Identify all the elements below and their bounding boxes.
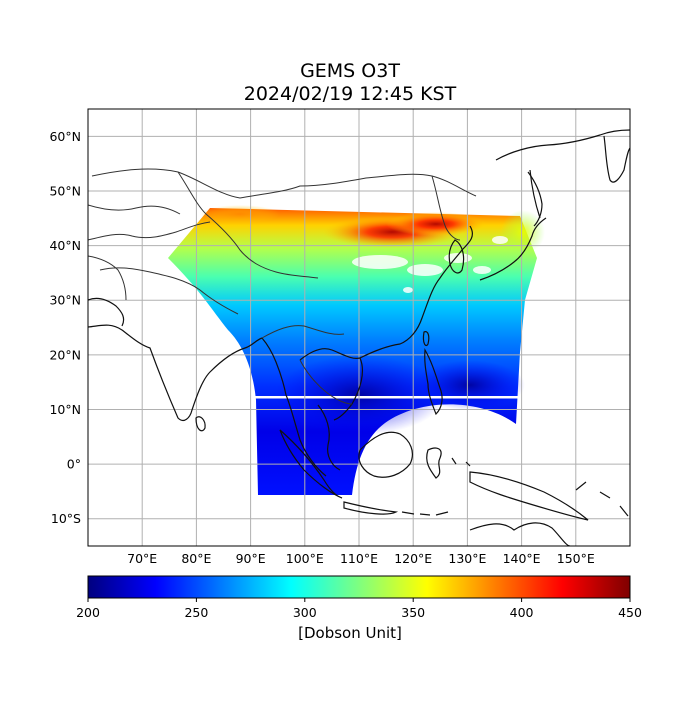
map-title: GEMS O3T [300, 60, 400, 82]
country-borders [88, 168, 477, 405]
colorbar-tick-label: 300 [293, 605, 317, 620]
colorbar-tick-label: 450 [618, 605, 642, 620]
colorbar-tick-label: 200 [76, 605, 100, 620]
longitude-label: 140°E [503, 551, 541, 566]
longitude-label: 150°E [557, 551, 595, 566]
longitude-label: 110°E [340, 551, 378, 566]
map-border [87, 108, 631, 547]
latitude-label: 50°N [49, 183, 81, 198]
latitude-label: 0° [67, 457, 81, 472]
latitude-label: 20°N [49, 347, 81, 362]
colorbar [87, 575, 631, 599]
colorbar-tick-label: 250 [184, 605, 208, 620]
latitude-label: 40°N [49, 238, 81, 253]
latitude-label: 10°S [51, 511, 81, 526]
latitude-label: 30°N [49, 293, 81, 308]
colorbar-ticks: 200 250 300 350 400 450 [76, 598, 642, 620]
longitude-label: 100°E [286, 551, 324, 566]
coastlines [88, 129, 630, 546]
map-gridlines [88, 109, 630, 546]
longitude-label: 130°E [448, 551, 486, 566]
longitude-labels: 70°E 80°E 90°E 100°E 110°E 120°E 130°E 140°E 150… [127, 551, 595, 566]
latitude-labels: 60°N 50°N 40°N 30°N 20°N 10°N 0° 10°S [49, 129, 81, 526]
longitude-label: 70°E [127, 551, 157, 566]
longitude-label: 80°E [181, 551, 211, 566]
colorbar-tick-label: 400 [510, 605, 534, 620]
longitude-label: 120°E [394, 551, 432, 566]
colorbar-label: [Dobson Unit] [298, 624, 402, 642]
latitude-label: 10°N [49, 402, 81, 417]
map-subtitle: 2024/02/19 12:45 KST [243, 83, 457, 105]
colorbar-tick-label: 350 [401, 605, 425, 620]
longitude-label: 90°E [236, 551, 266, 566]
ozone-swath [168, 205, 545, 495]
latitude-label: 60°N [49, 129, 81, 144]
